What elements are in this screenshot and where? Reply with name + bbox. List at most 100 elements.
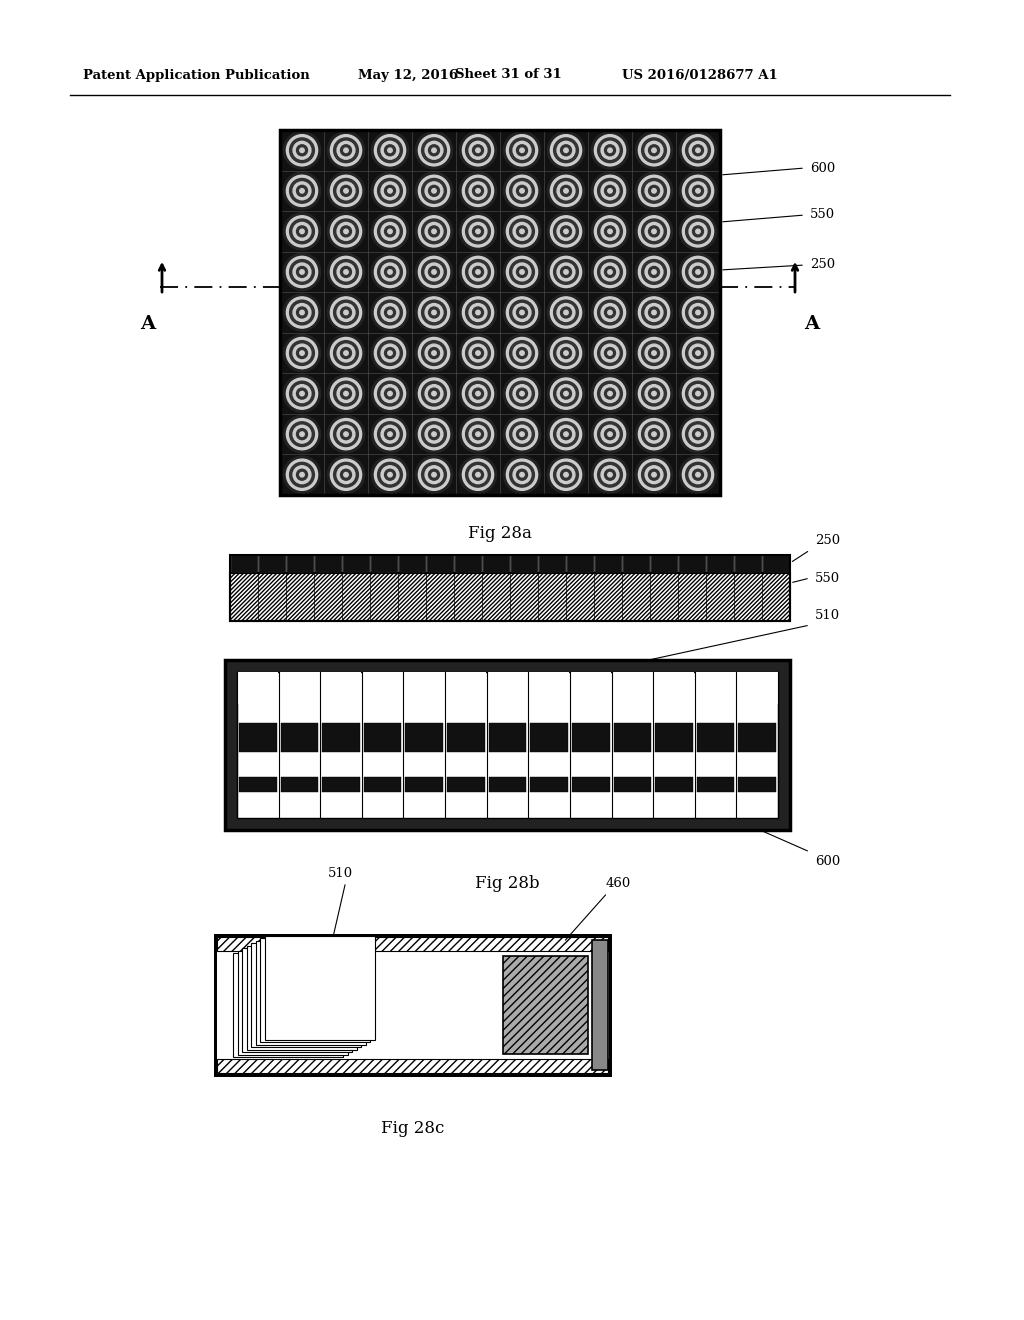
Circle shape <box>645 304 663 322</box>
Circle shape <box>419 215 450 247</box>
Circle shape <box>520 269 524 275</box>
Bar <box>230 573 790 620</box>
Circle shape <box>416 172 453 210</box>
Circle shape <box>642 137 667 162</box>
Circle shape <box>651 473 656 477</box>
Circle shape <box>287 135 317 166</box>
Circle shape <box>334 462 358 487</box>
Circle shape <box>419 135 450 166</box>
Circle shape <box>375 459 406 490</box>
Circle shape <box>331 378 361 409</box>
Circle shape <box>344 432 348 437</box>
Bar <box>264 936 375 1040</box>
Circle shape <box>504 172 541 210</box>
Bar <box>738 723 776 752</box>
Circle shape <box>372 416 409 453</box>
Circle shape <box>513 345 530 362</box>
Circle shape <box>608 230 612 234</box>
Circle shape <box>331 459 361 490</box>
Circle shape <box>638 176 670 206</box>
Circle shape <box>682 215 714 247</box>
Circle shape <box>504 253 541 290</box>
Bar <box>737 672 777 704</box>
Bar <box>217 950 608 1059</box>
Bar <box>242 948 352 1052</box>
Circle shape <box>466 300 490 325</box>
Bar <box>238 672 279 704</box>
Circle shape <box>375 338 406 368</box>
Circle shape <box>341 226 351 236</box>
Bar <box>503 956 588 1053</box>
Circle shape <box>428 226 439 236</box>
Circle shape <box>425 466 443 483</box>
Bar <box>592 940 608 1071</box>
Circle shape <box>554 341 579 366</box>
Circle shape <box>635 132 673 169</box>
Circle shape <box>425 141 443 160</box>
Text: US 2016/0128677 A1: US 2016/0128677 A1 <box>622 69 778 82</box>
Circle shape <box>432 310 436 314</box>
Circle shape <box>557 263 574 281</box>
Circle shape <box>375 176 406 206</box>
Circle shape <box>689 345 707 362</box>
Circle shape <box>428 469 439 480</box>
Text: 510: 510 <box>815 609 840 622</box>
Text: 510: 510 <box>328 867 352 880</box>
Circle shape <box>416 253 453 290</box>
Circle shape <box>476 269 480 275</box>
Bar <box>487 672 527 704</box>
Circle shape <box>331 338 361 368</box>
Circle shape <box>344 230 348 234</box>
Circle shape <box>513 223 530 240</box>
Circle shape <box>608 310 612 314</box>
Bar <box>280 129 720 495</box>
Circle shape <box>550 338 582 368</box>
Circle shape <box>507 418 538 450</box>
Circle shape <box>645 384 663 403</box>
Bar <box>612 672 652 704</box>
Circle shape <box>648 388 659 399</box>
Circle shape <box>686 422 711 446</box>
Bar <box>735 554 761 573</box>
Circle shape <box>557 304 574 322</box>
Circle shape <box>476 473 480 477</box>
Circle shape <box>560 308 571 318</box>
Circle shape <box>432 189 436 193</box>
Circle shape <box>422 381 446 407</box>
Circle shape <box>388 351 392 355</box>
Circle shape <box>591 334 629 372</box>
Circle shape <box>679 172 717 210</box>
Circle shape <box>463 297 494 329</box>
Bar <box>323 723 359 752</box>
Circle shape <box>516 145 527 156</box>
Circle shape <box>686 178 711 203</box>
Circle shape <box>372 375 409 412</box>
Circle shape <box>419 378 450 409</box>
Circle shape <box>594 176 626 206</box>
Circle shape <box>381 141 399 160</box>
Circle shape <box>554 300 579 325</box>
Circle shape <box>594 256 626 288</box>
Circle shape <box>598 462 623 487</box>
Circle shape <box>297 388 307 399</box>
Circle shape <box>608 148 612 153</box>
Bar <box>215 935 610 1074</box>
Circle shape <box>695 473 700 477</box>
Circle shape <box>642 178 667 203</box>
Circle shape <box>679 457 717 494</box>
Circle shape <box>695 351 700 355</box>
Circle shape <box>591 253 629 290</box>
Circle shape <box>520 473 524 477</box>
Circle shape <box>651 148 656 153</box>
Circle shape <box>476 432 480 437</box>
Circle shape <box>472 469 483 480</box>
Circle shape <box>378 381 402 407</box>
Circle shape <box>300 432 304 437</box>
Circle shape <box>472 226 483 236</box>
Bar <box>230 573 790 620</box>
Circle shape <box>520 432 524 437</box>
Circle shape <box>381 182 399 199</box>
Circle shape <box>378 260 402 284</box>
Bar <box>233 953 343 1057</box>
Circle shape <box>388 148 392 153</box>
